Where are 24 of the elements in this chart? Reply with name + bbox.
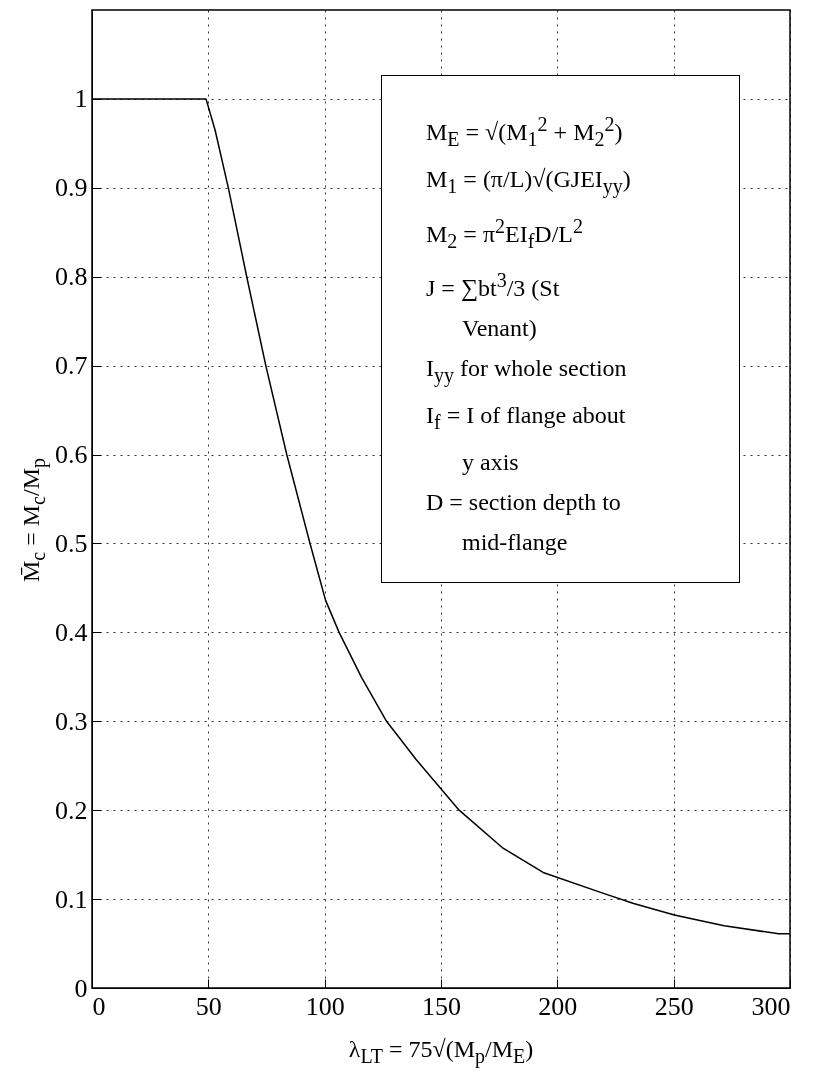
y-tick-label: 1 xyxy=(74,84,88,114)
annotation: D = section depth to mid-flange xyxy=(426,488,622,557)
y-tick-label: 0.2 xyxy=(55,795,88,825)
x-tick-label: 200 xyxy=(538,991,578,1021)
y-tick-label: 0.5 xyxy=(55,528,88,558)
x-tick-label: 300 xyxy=(751,991,791,1021)
x-tick-label: 100 xyxy=(305,991,345,1021)
y-tick-label: 0.4 xyxy=(55,617,88,647)
x-tick-label: 50 xyxy=(195,991,222,1021)
y-tick-label: 0.9 xyxy=(55,173,88,203)
y-tick-label: 0.7 xyxy=(55,351,88,381)
annotation: I$_{yy}$ for whole section xyxy=(426,354,628,389)
y-tick-label: 0.8 xyxy=(55,262,88,292)
x-tick-label: 250 xyxy=(654,991,694,1021)
annotation: J = ∑bt$^{3}$/3 (St Venant) xyxy=(426,268,561,344)
y-tick-label: 0.3 xyxy=(55,706,88,736)
x-axis-title: λ$_{LT}$ = 75√(M$_{p}$/M$_{E}$) xyxy=(348,1036,534,1068)
annotation: M$_{2}$ = π$^{2}$EI$_{f}$D/L$^{2}$ xyxy=(426,213,584,254)
x-tick-label: 150 xyxy=(422,991,461,1021)
y-tick-label: 0.1 xyxy=(55,884,88,914)
y-tick-label: 0.6 xyxy=(55,440,88,470)
annotation: M$_{1}$ = (π/L)√(GJEI$_{yy}$) xyxy=(426,164,632,200)
annotation: I$_{f}$ = I of flange about y axis xyxy=(426,401,627,477)
text: M$_{E}$ = √(M$_{1}$$^{2}$ + M$_{2}$$^{2}$) xyxy=(426,113,623,150)
